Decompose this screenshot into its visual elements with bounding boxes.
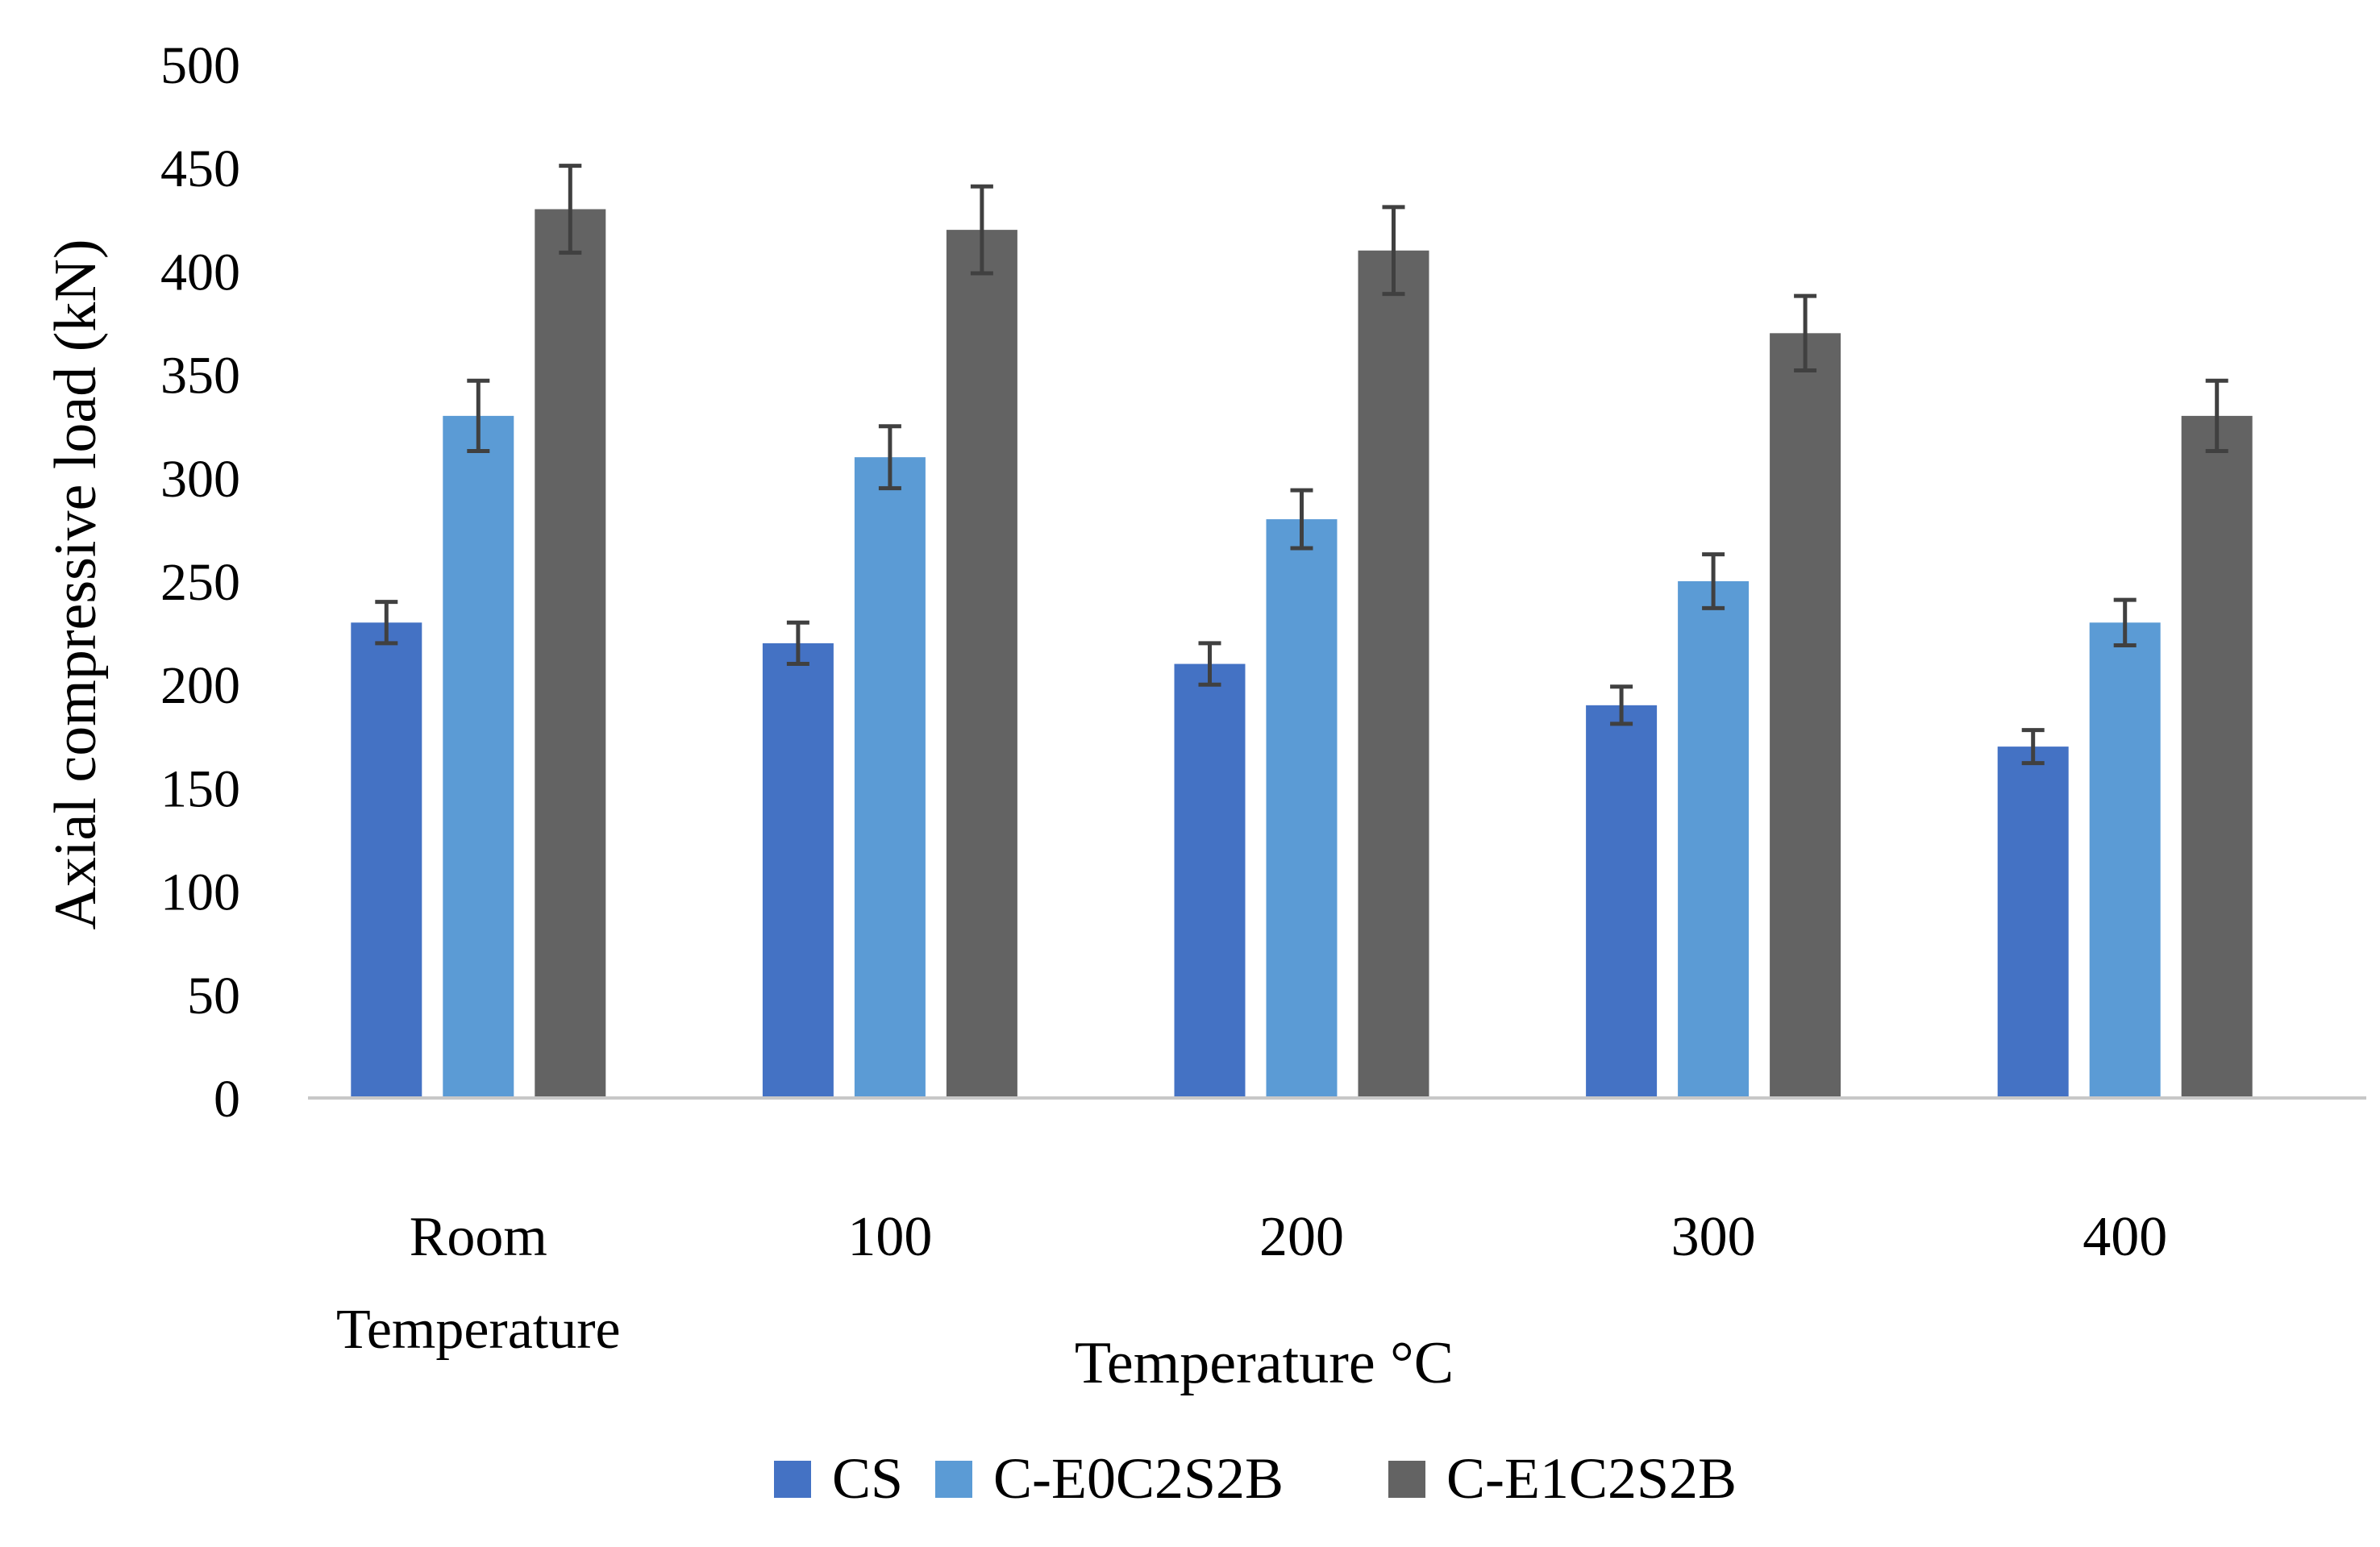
- y-tick-label: 400: [160, 243, 240, 301]
- bar-c-e0c2s2b: [443, 415, 514, 1098]
- bar-c-e0c2s2b: [854, 457, 926, 1098]
- bar-c-e1c2s2b: [1770, 333, 1841, 1098]
- y-tick-label: 50: [187, 967, 240, 1025]
- x-category-label: 100: [847, 1206, 932, 1268]
- legend-swatch-c-e0c2s2b: [935, 1461, 972, 1498]
- y-axis-title: Axial compressive load (kN): [43, 239, 109, 930]
- y-tick-label: 150: [160, 759, 240, 818]
- legend-label-c-e1c2s2b: C-E1C2S2B: [1446, 1446, 1737, 1511]
- y-tick-label: 200: [160, 656, 240, 715]
- y-tick-label: 0: [214, 1070, 240, 1129]
- bar-cs: [1997, 746, 2069, 1098]
- bar-c-e1c2s2b: [535, 209, 606, 1099]
- y-tick-label: 100: [160, 863, 240, 922]
- y-axis-ticks: 0 50 100 150 200 250 300 350 400 450 500: [160, 36, 240, 1129]
- y-tick-label: 250: [160, 553, 240, 612]
- bar-c-e0c2s2b: [2089, 622, 2161, 1098]
- legend: CS C-E0C2S2B C-E1C2S2B: [774, 1446, 1737, 1511]
- y-tick-label: 300: [160, 450, 240, 509]
- y-tick-label: 450: [160, 139, 240, 198]
- error-bars-group: [375, 164, 2228, 766]
- legend-swatch-cs: [774, 1461, 811, 1498]
- bar-cs: [762, 643, 834, 1098]
- bar-c-e1c2s2b: [2181, 415, 2253, 1098]
- x-category-label: 300: [1671, 1206, 1756, 1268]
- x-axis-title: Temperature °C: [1075, 1330, 1454, 1396]
- x-axis-categories: Room Temperature 100 200 300 400: [336, 1206, 2167, 1361]
- legend-swatch-c-e1c2s2b: [1388, 1461, 1425, 1498]
- x-category-label: 400: [2082, 1206, 2167, 1268]
- bar-series-group: [351, 209, 2253, 1099]
- legend-label-cs: CS: [832, 1446, 903, 1511]
- x-category-label: Room Temperature: [336, 1206, 621, 1361]
- bar-c-e0c2s2b: [1678, 581, 1750, 1098]
- bar-cs: [351, 622, 422, 1098]
- bar-cs: [1174, 663, 1246, 1098]
- y-tick-label: 350: [160, 347, 240, 405]
- x-category-label: 200: [1259, 1206, 1344, 1268]
- legend-label-c-e0c2s2b: C-E0C2S2B: [993, 1446, 1284, 1511]
- bar-c-e1c2s2b: [1358, 250, 1429, 1098]
- y-tick-label: 500: [160, 36, 240, 95]
- bar-c-e1c2s2b: [946, 230, 1017, 1098]
- bar-cs: [1586, 705, 1658, 1098]
- bar-c-e0c2s2b: [1266, 519, 1338, 1098]
